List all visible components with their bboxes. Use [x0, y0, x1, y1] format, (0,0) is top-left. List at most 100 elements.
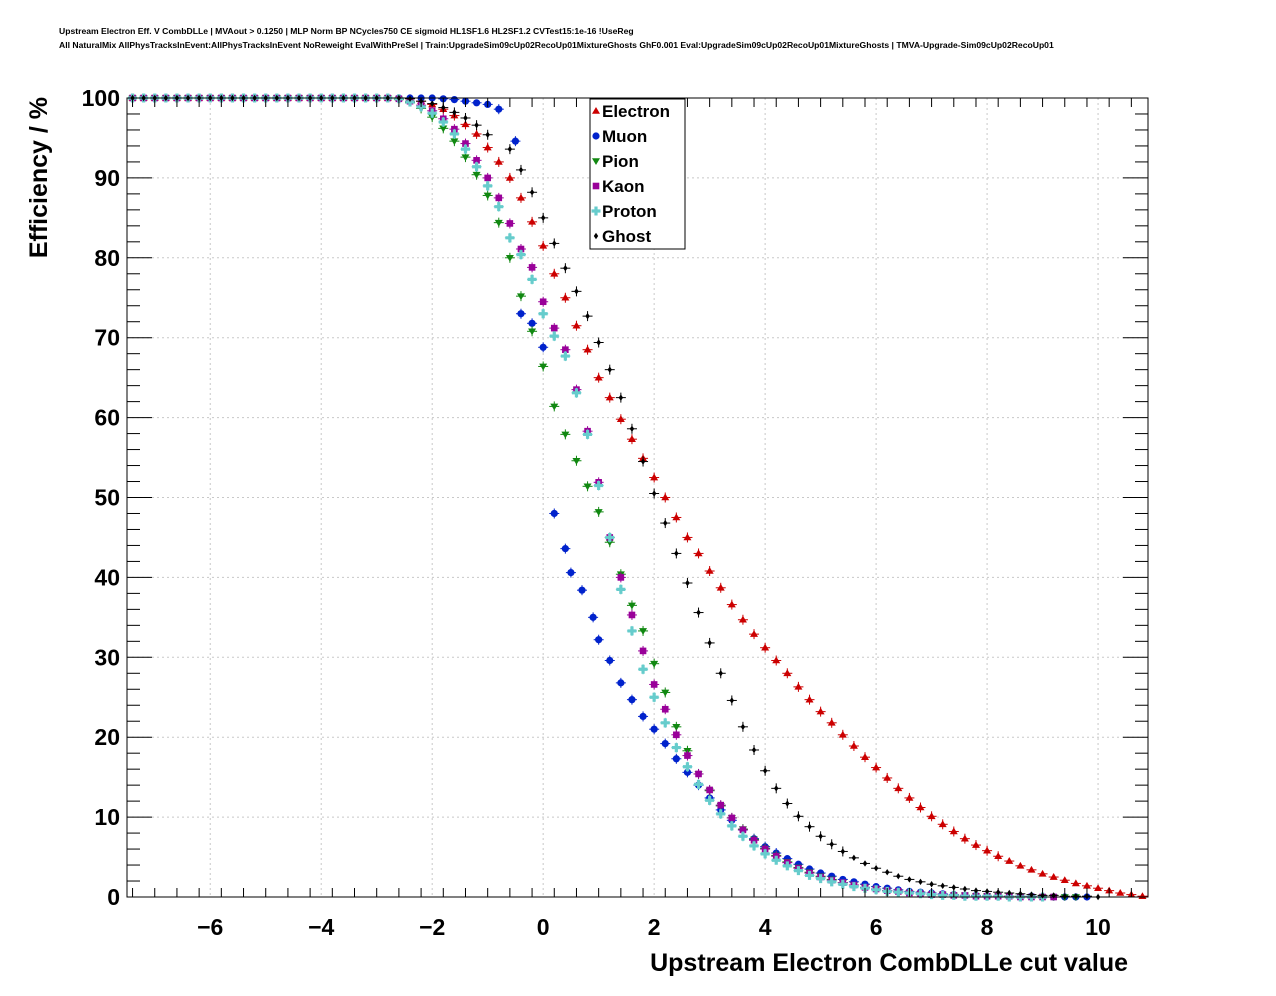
- proton-point: [649, 692, 659, 702]
- pion-point: [539, 363, 548, 371]
- ghost-point: [696, 609, 701, 616]
- proton-point: [671, 743, 681, 753]
- y-tick-label: 60: [94, 405, 120, 431]
- electron-point: [983, 846, 992, 854]
- ghost-point: [718, 670, 723, 677]
- pion-point: [639, 628, 648, 635]
- proton-point: [527, 274, 537, 284]
- x-tick-label: 0: [537, 914, 550, 940]
- ghost-point: [618, 394, 624, 401]
- ghost-point: [518, 166, 524, 174]
- proton-point: [871, 885, 881, 895]
- ghost-point: [951, 884, 956, 891]
- ghost-point: [907, 876, 912, 883]
- kaon-point: [528, 264, 536, 271]
- legend-label-ghost: Ghost: [602, 227, 651, 246]
- proton-point: [827, 877, 837, 887]
- ghost-point: [962, 885, 968, 893]
- electron-point: [805, 695, 814, 703]
- electron-point: [1138, 892, 1147, 900]
- muon-point: [628, 696, 636, 704]
- y-tick-label: 20: [94, 724, 120, 750]
- kaon-point: [695, 770, 702, 778]
- ghost-point: [552, 240, 557, 247]
- electron-point: [827, 718, 836, 726]
- electron-point: [483, 143, 492, 151]
- kaon-point: [639, 647, 647, 655]
- proton-point: [594, 481, 604, 491]
- legend-label-electron: Electron: [602, 102, 670, 121]
- pion-point: [516, 293, 525, 301]
- electron-point: [694, 549, 703, 557]
- muon-point: [511, 137, 520, 145]
- electron-point: [838, 730, 847, 738]
- pion-point: [483, 192, 492, 200]
- electron-point: [783, 669, 792, 677]
- ghost-point: [1051, 892, 1056, 899]
- muon-point: [517, 310, 525, 318]
- muon-point: [450, 95, 458, 104]
- ghost-point: [885, 869, 890, 876]
- kaon-point: [673, 731, 680, 739]
- pion-point: [627, 602, 636, 610]
- electron-point: [572, 321, 581, 329]
- y-tick-label: 50: [94, 485, 120, 511]
- y-tick-label: 80: [94, 245, 120, 271]
- proton-point: [727, 821, 737, 831]
- ghost-point: [596, 339, 601, 346]
- pion-point: [572, 457, 581, 465]
- kaon-point: [473, 157, 480, 164]
- muon-point: [661, 739, 669, 748]
- electron-point: [561, 293, 570, 301]
- ghost-point: [785, 800, 790, 807]
- electron-point: [583, 345, 592, 353]
- pion-point: [528, 328, 537, 336]
- proton-point: [427, 108, 437, 118]
- electron-point: [772, 656, 781, 664]
- electron-point: [1038, 869, 1047, 877]
- electron-point: [594, 373, 603, 381]
- electron-point: [683, 533, 692, 541]
- x-tick-label: 2: [648, 914, 661, 940]
- proton-point: [483, 181, 493, 191]
- muon-point: [472, 99, 481, 107]
- electron-point: [505, 173, 514, 181]
- ghost-point: [485, 131, 490, 138]
- ghost-point: [563, 264, 568, 272]
- electron-point: [605, 393, 614, 401]
- electron-point: [627, 435, 636, 442]
- pion-point: [439, 125, 448, 133]
- muon-point: [528, 319, 536, 327]
- kaon-point: [617, 574, 625, 581]
- pion-point: [583, 483, 592, 491]
- y-tick-label: 40: [94, 564, 120, 590]
- electron-point: [1082, 881, 1091, 889]
- ghost-point: [740, 723, 746, 731]
- muon-point: [589, 613, 597, 621]
- proton-point: [472, 162, 482, 172]
- electron-point: [960, 834, 969, 842]
- y-tick-label: 0: [107, 884, 120, 910]
- electron-point: [861, 753, 870, 760]
- ghost-point: [407, 95, 413, 102]
- electron-point: [938, 820, 947, 828]
- legend-marker-electron: [592, 107, 600, 114]
- proton-point: [583, 429, 593, 439]
- ghost-point: [896, 873, 901, 880]
- ghost-point: [796, 813, 801, 820]
- ghost-point: [707, 639, 712, 647]
- electron-point: [1016, 861, 1025, 869]
- kaon-point: [539, 298, 547, 306]
- ghost-point: [640, 458, 646, 465]
- kaon-point: [728, 814, 736, 822]
- electron-point: [1060, 876, 1069, 884]
- ghost-point: [918, 878, 923, 886]
- proton-point: [805, 870, 815, 880]
- ghost-point: [607, 366, 612, 373]
- electron-point: [916, 803, 925, 811]
- electron-point: [716, 583, 725, 591]
- ghost-point: [685, 579, 690, 587]
- proton-point: [893, 887, 903, 897]
